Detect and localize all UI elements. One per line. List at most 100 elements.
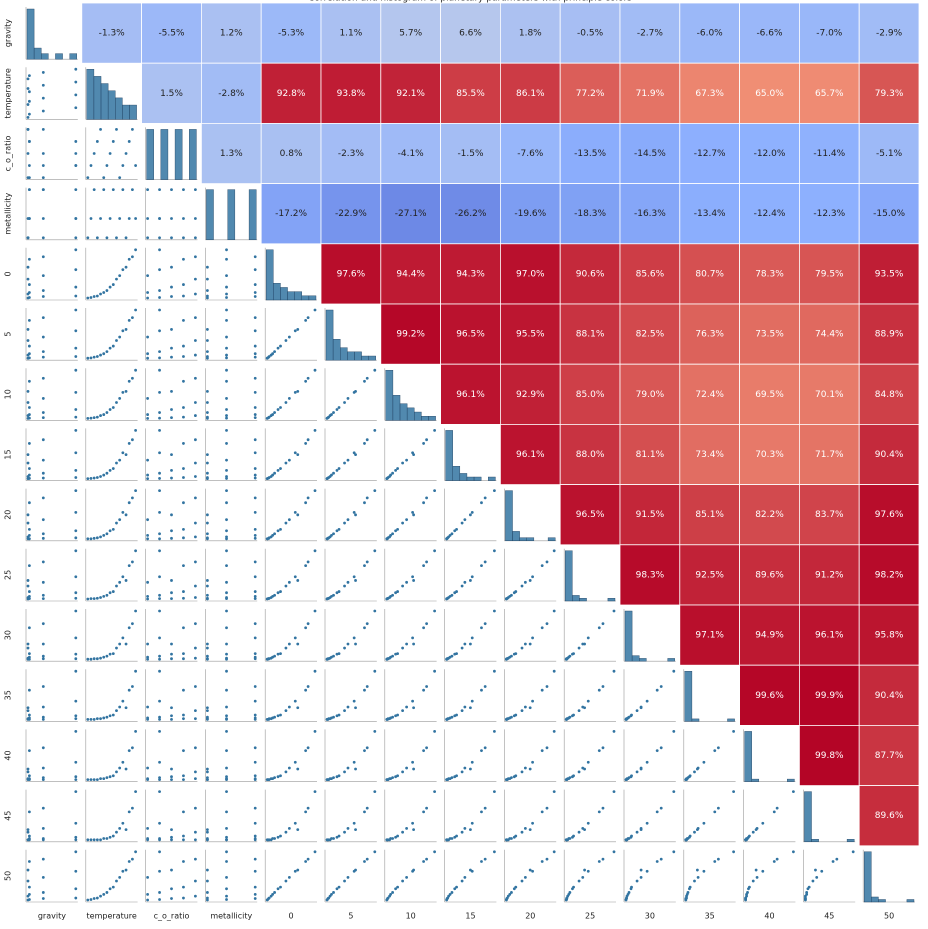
scatter-point	[108, 152, 112, 155]
correlation-cell	[858, 544, 920, 606]
scatter-point	[170, 778, 173, 781]
scatter-point	[41, 416, 45, 419]
scatter-point	[552, 730, 556, 733]
scatter-point	[105, 236, 109, 240]
scatter-point	[86, 537, 90, 541]
scatter-point	[425, 438, 428, 442]
scatter-point	[480, 564, 483, 568]
correlation-cell	[619, 123, 681, 185]
scatter-point	[296, 579, 300, 582]
correlation-label: -18.3%	[574, 209, 606, 219]
scatter-point	[206, 642, 209, 646]
scatter-point	[469, 579, 472, 582]
scatter-point	[422, 860, 425, 863]
scatter-point	[306, 685, 310, 688]
scatter-point	[455, 590, 458, 593]
scatter-point	[306, 806, 310, 810]
scatter-point	[74, 730, 78, 733]
correlation-label: 84.8%	[875, 390, 904, 400]
scatter-point	[470, 699, 474, 703]
scatter-point	[253, 699, 257, 703]
scatter-point	[469, 767, 472, 771]
scatter-point	[127, 442, 131, 445]
scatter-point	[194, 746, 197, 750]
scatter-point	[118, 274, 122, 278]
scatter-point	[158, 790, 161, 793]
correlation-label: 0.8%	[280, 149, 303, 159]
scatter-point	[601, 622, 605, 626]
scatter-point	[27, 74, 31, 78]
scatter-point	[74, 652, 78, 656]
scatter-point	[89, 217, 93, 220]
scatter-point	[111, 188, 115, 192]
scatter-point	[118, 335, 122, 339]
scatter-point	[111, 834, 115, 838]
scatter-point	[583, 828, 586, 832]
scatter-point	[170, 529, 173, 533]
correlation-cell	[619, 183, 681, 245]
y-axis-label: 0	[4, 271, 13, 276]
scatter-point	[121, 510, 125, 514]
scatter-point	[206, 521, 209, 525]
y-axis-label: 5	[4, 332, 13, 337]
correlation-label: 79.5%	[815, 269, 844, 279]
scatter-point	[89, 838, 93, 842]
scatter-point	[696, 875, 700, 879]
scatter-point	[655, 860, 659, 863]
scatter-point	[520, 584, 524, 588]
scatter-point	[293, 821, 297, 825]
scatter-point	[612, 850, 616, 854]
histogram-bar	[55, 53, 63, 60]
scatter-point	[74, 469, 78, 472]
correlation-cell	[739, 123, 800, 185]
histogram-bar	[129, 104, 137, 120]
scatter-point	[92, 295, 96, 298]
scatter-point	[41, 236, 45, 240]
correlation-cell	[858, 423, 920, 485]
scatter-point	[182, 774, 185, 778]
correlation-cell	[799, 62, 860, 124]
scatter-point	[146, 597, 150, 601]
scatter-point	[194, 438, 197, 442]
scatter-point	[523, 766, 527, 770]
scatter-point	[460, 770, 464, 774]
scatter-point	[27, 713, 31, 717]
scatter-point	[577, 830, 581, 834]
scatter-point	[182, 415, 185, 419]
scatter-point	[352, 636, 356, 640]
scatter-point	[702, 821, 706, 825]
scatter-point	[792, 790, 795, 793]
scatter-point	[405, 580, 408, 584]
scatter-point	[92, 476, 96, 480]
scatter-point	[89, 296, 93, 299]
scatter-point	[483, 806, 487, 810]
scatter-point	[225, 319, 228, 322]
scatter-point	[630, 713, 633, 717]
scatter-point	[391, 593, 394, 597]
scatter-point	[635, 830, 639, 834]
scatter-point	[306, 622, 310, 626]
scatter-point	[124, 236, 128, 240]
correlation-label: 94.3%	[456, 269, 485, 279]
scatter-point	[41, 476, 45, 480]
scatter-point	[182, 294, 185, 298]
scatter-point	[102, 291, 106, 294]
scatter-point	[102, 188, 106, 192]
scatter-point	[405, 705, 408, 709]
histogram-bar	[332, 339, 341, 361]
scatter-point	[343, 521, 346, 525]
scatter-point	[330, 473, 333, 477]
scatter-point	[146, 534, 150, 537]
scatter-point	[182, 834, 185, 838]
scatter-point	[170, 775, 173, 779]
scatter-point	[253, 777, 257, 781]
correlation-label: 92.9%	[516, 390, 545, 400]
scatter-point	[134, 429, 138, 432]
scatter-point	[118, 705, 122, 709]
y-axis-label: 30	[4, 630, 13, 640]
scatter-point	[225, 501, 228, 505]
scatter-point	[343, 461, 346, 465]
scatter-point	[95, 896, 99, 900]
scatter-point	[335, 887, 339, 891]
scatter-point	[194, 414, 197, 417]
